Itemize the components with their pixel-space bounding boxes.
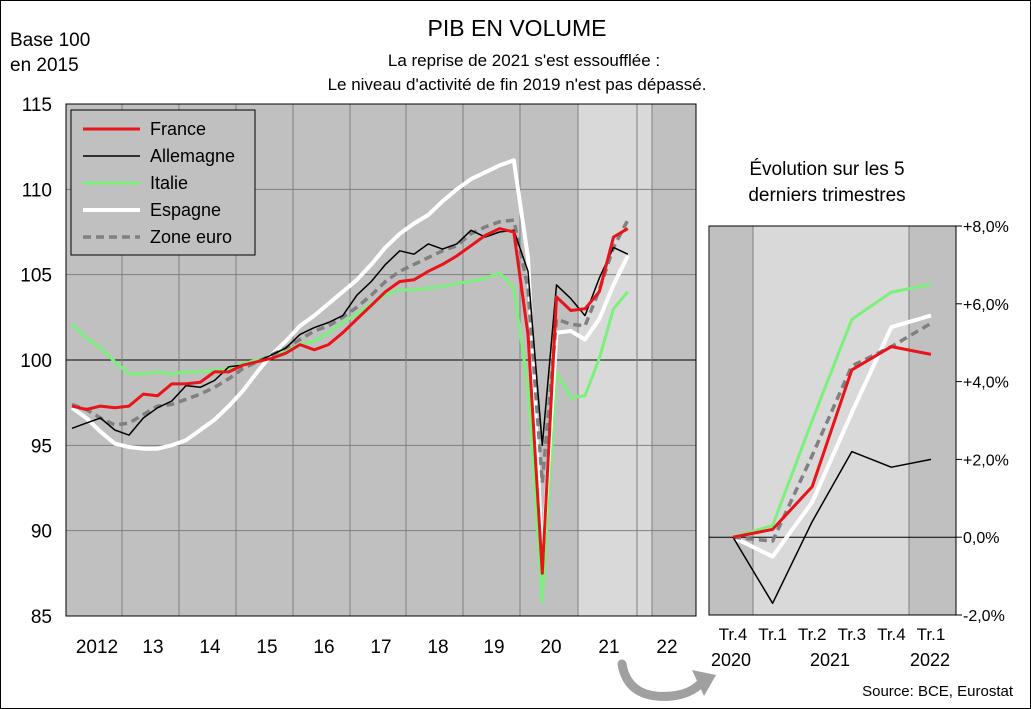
main-ytick-label: 105 [20, 266, 52, 287]
legend-label-france: France [150, 119, 206, 139]
inset-xtick-label: Tr.4 [719, 625, 748, 644]
inset-series-allemagne [732, 450, 932, 605]
main-xtick-label: 15 [256, 637, 277, 658]
main-series-france [71, 227, 629, 575]
inset-plot-border [708, 225, 957, 616]
legend-label-zone-euro: Zone euro [150, 227, 232, 247]
inset-series-france [732, 345, 932, 539]
inset-ytick-label: +8,0% [963, 219, 1009, 236]
base-label-line-1: Base 100 [10, 30, 90, 51]
inset-series-espagne [732, 313, 932, 559]
inset-year-label: 2022 [910, 650, 950, 670]
inset-year-label: 2020 [711, 650, 751, 670]
main-ytick-label: 100 [20, 351, 52, 372]
chart-subtitle-line-2: Le niveau d'activité de fin 2019 n'est p… [328, 75, 707, 94]
curved-arrow-icon [617, 659, 716, 701]
inset-ytick-label: +4,0% [963, 375, 1009, 392]
inset-xtick-label: Tr.1 [758, 625, 787, 644]
inset-band-2022 [909, 226, 956, 615]
main-plot-border [65, 103, 697, 617]
main-ytick-label: 95 [31, 436, 52, 457]
inset-series-zone-euro [732, 321, 932, 543]
main-xtick-label: 18 [427, 637, 448, 658]
inset-series-italie [732, 282, 932, 539]
main-xtick-label: 22 [656, 637, 677, 658]
main-series-espagne [70, 158, 630, 564]
inset-xtick-label: Tr.2 [798, 625, 827, 644]
inset-year-label: 2021 [810, 650, 850, 670]
inset-xtick-label: Tr.3 [837, 625, 866, 644]
legend: France Allemagne Italie Espagne Zone euro [70, 109, 256, 256]
main-xtick-label: 16 [313, 637, 334, 658]
main-xtick-label: 21 [598, 637, 619, 658]
main-series-italie [70, 271, 629, 604]
inset-title-line-1: Évolution sur les 5 [749, 159, 904, 180]
source-note: Source: BCE, Eurostat [862, 683, 1014, 700]
inset-ytick-label: -2,0% [963, 608, 1005, 625]
main-xtick-label: 2012 [76, 637, 118, 658]
legend-label-espagne: Espagne [150, 200, 221, 220]
inset-ytick-label: 0,0% [963, 530, 999, 547]
main-series-allemagne [71, 229, 629, 447]
inset-ytick-label: +2,0% [963, 452, 1009, 469]
chart-subtitle-line-1: La reprise de 2021 s'est essoufflée : [388, 51, 660, 70]
main-ytick-label: 85 [31, 607, 52, 628]
inset-xtick-label: Tr.1 [917, 625, 946, 644]
inset-title-line-2: derniers trimestres [748, 185, 905, 206]
inset-ytick-label: +6,0% [963, 297, 1009, 314]
main-xtick-label: 14 [199, 637, 221, 658]
main-xtick-label: 17 [370, 637, 391, 658]
legend-label-allemagne: Allemagne [150, 146, 235, 166]
inset-xtick-label: Tr.4 [877, 625, 906, 644]
main-ytick-label: 115 [22, 95, 52, 116]
base-label-line-2: en 2015 [10, 55, 79, 76]
main-xtick-label: 13 [142, 637, 163, 658]
legend-label-italie: Italie [150, 173, 188, 193]
main-ytick-label: 90 [31, 522, 52, 543]
main-xtick-label: 20 [540, 637, 561, 658]
inset-plot: -2,0% 0,0% +2,0% +4,0% +6,0% +8,0% Tr.4 Tr.1 Tr… [708, 219, 1009, 670]
chart-title: PIB EN VOLUME [428, 15, 607, 41]
main-xtick-label: 19 [483, 637, 504, 658]
inset-band-2020 [710, 226, 753, 615]
main-ytick-label: 110 [22, 180, 52, 201]
main-series-zone-euro [71, 218, 630, 485]
